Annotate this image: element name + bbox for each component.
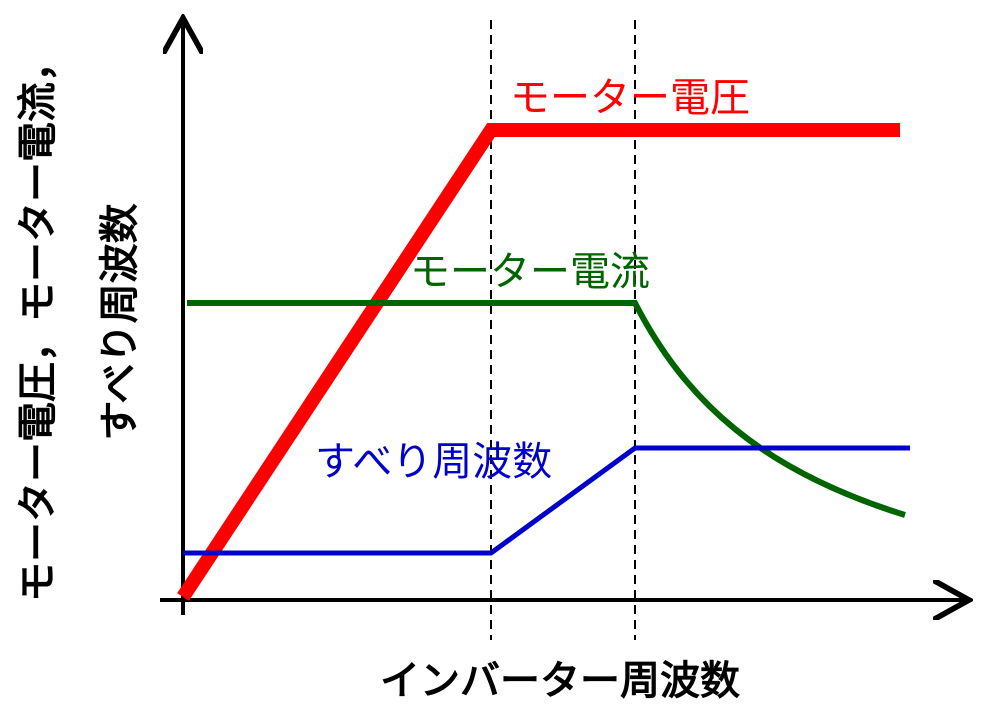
y-axis-label: すべり周波数 bbox=[97, 203, 143, 440]
x-axis-label: インバーター周波数 bbox=[380, 658, 740, 704]
curve-label: モーター電圧 bbox=[510, 75, 750, 121]
current-curve bbox=[187, 300, 906, 518]
curve-label: すべり周波数 bbox=[315, 439, 552, 485]
slip-curve bbox=[183, 445, 910, 556]
voltage-curve bbox=[177, 123, 900, 601]
curve-label: モーター電流 bbox=[410, 249, 650, 295]
y-axis-label: モーター電圧，モーター電流， bbox=[15, 42, 61, 602]
